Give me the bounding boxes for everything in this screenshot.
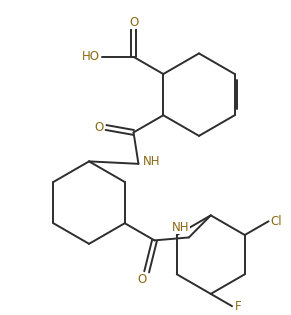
Text: NH: NH xyxy=(172,221,190,234)
Text: Cl: Cl xyxy=(271,215,282,228)
Text: O: O xyxy=(129,16,138,29)
Text: NH: NH xyxy=(143,155,160,169)
Text: HO: HO xyxy=(82,50,100,63)
Text: O: O xyxy=(137,273,146,286)
Text: F: F xyxy=(235,300,241,313)
Text: O: O xyxy=(95,121,104,134)
